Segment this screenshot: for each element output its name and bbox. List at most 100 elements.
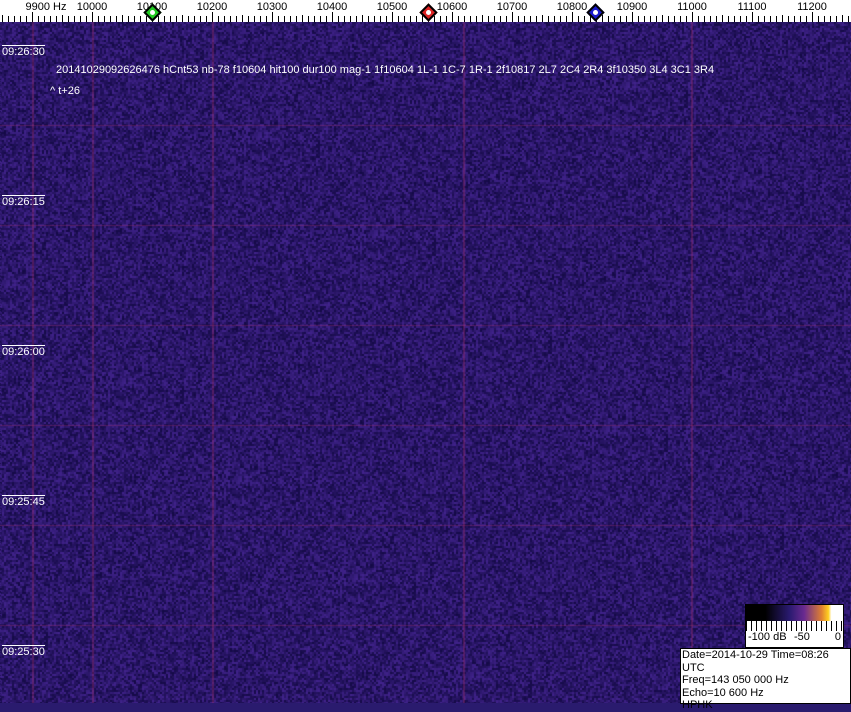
ruler-tick — [668, 16, 669, 22]
ruler-tick — [92, 12, 93, 22]
ruler-tick — [632, 12, 633, 22]
ruler-tick — [98, 16, 99, 22]
ruler-tick — [794, 16, 795, 22]
ruler-tick — [536, 16, 537, 22]
frequency-label: 9900 Hz — [25, 1, 67, 13]
ruler-tick — [566, 16, 567, 22]
ruler-tick — [230, 16, 231, 22]
detection-offset: ^ t+26 — [50, 85, 80, 97]
ruler-tick — [740, 16, 741, 22]
colorbar-label: -100 dB — [748, 631, 787, 643]
ruler-tick — [308, 16, 309, 22]
ruler-tick — [776, 16, 777, 22]
ruler-tick — [590, 16, 591, 22]
ruler-tick — [14, 16, 15, 22]
time-label: 09:26:15 — [2, 195, 45, 208]
ruler-tick — [662, 15, 663, 22]
ruler-tick — [290, 16, 291, 22]
time-label: 09:25:30 — [2, 645, 45, 658]
ruler-tick — [32, 12, 33, 22]
ruler-tick — [578, 16, 579, 22]
ruler-tick — [554, 16, 555, 22]
ruler-tick — [620, 16, 621, 22]
frequency-label: 10500 — [376, 1, 408, 13]
ruler-tick — [812, 12, 813, 22]
ruler-tick — [512, 12, 513, 22]
ruler-tick — [56, 16, 57, 22]
colorbar-gradient — [746, 605, 843, 621]
ruler-tick — [500, 16, 501, 22]
ruler-tick — [248, 16, 249, 22]
ruler-tick — [188, 16, 189, 22]
ruler-tick — [548, 16, 549, 22]
ruler-tick — [200, 16, 201, 22]
ruler-tick — [542, 15, 543, 22]
frequency-label: 10900 — [616, 1, 648, 13]
ruler-tick — [482, 15, 483, 22]
ruler-tick — [128, 16, 129, 22]
ruler-tick — [506, 16, 507, 22]
ruler-tick — [434, 16, 435, 22]
waterfall-spectrogram — [0, 22, 851, 703]
frequency-label: 11100 — [737, 1, 767, 13]
ruler-tick — [116, 16, 117, 22]
frequency-label: 10600 — [436, 1, 468, 13]
ruler-tick — [746, 16, 747, 22]
ruler-tick — [386, 16, 387, 22]
ruler-tick — [62, 15, 63, 22]
ruler-tick — [494, 16, 495, 22]
ruler-tick — [722, 15, 723, 22]
ruler-tick — [656, 16, 657, 22]
detection-line: 20141029092626476 hCnt53 nb-78 f10604 hi… — [56, 64, 715, 76]
ruler-tick — [728, 16, 729, 22]
ruler-tick — [572, 12, 573, 22]
info-freq: Freq=143 050 000 Hz — [682, 674, 789, 686]
ruler-tick — [422, 15, 423, 22]
frequency-ruler: 9900 Hz100001010010200103001040010500106… — [0, 0, 851, 22]
ruler-tick — [194, 16, 195, 22]
ruler-tick — [266, 16, 267, 22]
ruler-tick — [716, 16, 717, 22]
ruler-tick — [650, 16, 651, 22]
ruler-tick — [458, 16, 459, 22]
ruler-tick — [686, 16, 687, 22]
ruler-tick — [518, 16, 519, 22]
ruler-tick — [464, 16, 465, 22]
ruler-tick — [404, 16, 405, 22]
frequency-label: 11000 — [677, 1, 707, 13]
ruler-tick — [608, 16, 609, 22]
ruler-tick — [374, 16, 375, 22]
ruler-tick — [530, 16, 531, 22]
ruler-tick — [182, 15, 183, 22]
ruler-tick — [110, 16, 111, 22]
ruler-tick — [848, 16, 849, 22]
ruler-tick — [758, 16, 759, 22]
ruler-tick — [410, 16, 411, 22]
ruler-tick — [368, 16, 369, 22]
ruler-tick — [488, 16, 489, 22]
ruler-tick — [170, 16, 171, 22]
ruler-tick — [842, 15, 843, 22]
ruler-tick — [350, 16, 351, 22]
ruler-tick — [626, 16, 627, 22]
frequency-label: 10300 — [256, 1, 288, 13]
ruler-tick — [824, 16, 825, 22]
ruler-tick — [158, 16, 159, 22]
ruler-tick — [806, 16, 807, 22]
ruler-tick — [254, 16, 255, 22]
ruler-tick — [74, 16, 75, 22]
ruler-tick — [320, 16, 321, 22]
info-box: Date=2014-10-29 Time=08:26 UTC Freq=143 … — [680, 648, 851, 711]
ruler-tick — [38, 16, 39, 22]
frequency-label: 10000 — [76, 1, 108, 13]
ruler-tick — [698, 16, 699, 22]
ruler-tick — [26, 16, 27, 22]
ruler-tick — [770, 16, 771, 22]
ruler-tick — [134, 16, 135, 22]
ruler-tick — [674, 16, 675, 22]
ruler-tick — [278, 16, 279, 22]
ruler-tick — [122, 15, 123, 22]
info-echo: Echo=10 600 Hz — [682, 686, 764, 699]
ruler-tick — [644, 16, 645, 22]
frequency-label: 10700 — [496, 1, 528, 13]
